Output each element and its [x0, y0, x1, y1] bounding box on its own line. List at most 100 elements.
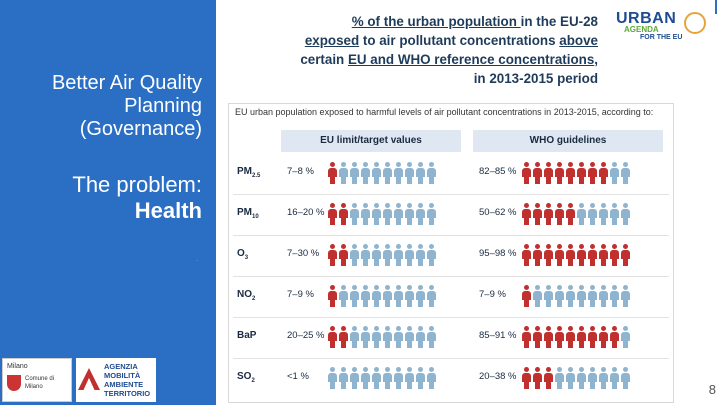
column-header-eu: EU limit/target values	[281, 130, 461, 152]
pollutant-label: SO2	[237, 371, 255, 384]
person-icon	[371, 162, 381, 184]
person-icon	[393, 244, 403, 266]
person-exposed-icon	[543, 326, 553, 348]
who-percentage: 7–9 %	[479, 289, 506, 300]
problem-prefix: The problem:	[72, 172, 202, 197]
person-icon	[576, 203, 586, 225]
person-exposed-icon	[554, 244, 564, 266]
person-exposed-icon	[521, 326, 531, 348]
amat-logo: AGENZIA MOBILITÀ AMBIENTE TERRITORIO	[76, 358, 156, 402]
headline: % of the urban population in the EU-28 e…	[300, 12, 598, 88]
person-exposed-icon	[576, 244, 586, 266]
person-icon	[426, 162, 436, 184]
person-icon	[620, 203, 630, 225]
person-exposed-icon	[543, 162, 553, 184]
person-icon	[426, 203, 436, 225]
person-exposed-icon	[338, 244, 348, 266]
person-exposed-icon	[327, 285, 337, 307]
pollutant-row: O3 7–30 % 95–98 %	[233, 238, 669, 272]
person-icon	[371, 367, 381, 389]
pollutant-label: BaP	[237, 330, 256, 343]
person-icon	[360, 285, 370, 307]
person-exposed-icon	[532, 367, 542, 389]
person-icon	[598, 367, 608, 389]
left-panel: Better Air Quality Planning (Governance)…	[0, 0, 216, 405]
who-people-group	[521, 162, 631, 184]
person-icon	[565, 367, 575, 389]
figure-caption: EU urban population exposed to harmful l…	[235, 107, 654, 117]
person-icon	[404, 244, 414, 266]
person-icon	[565, 285, 575, 307]
person-exposed-icon	[565, 162, 575, 184]
person-icon	[620, 285, 630, 307]
person-icon	[415, 162, 425, 184]
person-icon	[426, 244, 436, 266]
person-icon	[598, 203, 608, 225]
person-exposed-icon	[327, 244, 337, 266]
person-icon	[393, 203, 403, 225]
person-icon	[576, 285, 586, 307]
urban-agenda-logo: URBAN AGENDA FOR THE EU	[610, 10, 710, 46]
pollutant-row: BaP 20–25 % 85–91 %	[233, 320, 669, 354]
who-people-group	[521, 326, 631, 348]
person-exposed-icon	[521, 244, 531, 266]
row-divider	[233, 194, 669, 195]
brand-eu: FOR THE EU	[640, 34, 683, 41]
person-exposed-icon	[554, 326, 564, 348]
person-icon	[360, 203, 370, 225]
brand-sub: AGENDA	[624, 25, 659, 34]
eu-people-group	[327, 326, 437, 348]
person-icon	[609, 367, 619, 389]
person-icon	[426, 326, 436, 348]
pollutant-name: PM	[237, 166, 252, 177]
person-icon	[338, 367, 348, 389]
person-icon	[532, 285, 542, 307]
person-icon	[371, 203, 381, 225]
person-exposed-icon	[543, 367, 553, 389]
person-icon	[382, 326, 392, 348]
person-exposed-icon	[338, 203, 348, 225]
person-exposed-icon	[609, 244, 619, 266]
pollutant-label: NO2	[237, 289, 255, 302]
pollutant-row: NO2 7–9 % 7–9 %	[233, 279, 669, 313]
person-icon	[371, 285, 381, 307]
person-icon	[598, 285, 608, 307]
person-exposed-icon	[598, 244, 608, 266]
eu-percentage: 20–25 %	[287, 330, 325, 341]
eu-percentage: 7–9 %	[287, 289, 314, 300]
headline-part: certain	[300, 52, 348, 67]
pollutant-subscript: 2	[251, 378, 255, 384]
person-icon	[620, 162, 630, 184]
person-icon	[371, 244, 381, 266]
amat-mark-icon	[78, 368, 100, 390]
headline-part: to air pollutant concentrations	[359, 33, 560, 48]
person-icon	[404, 285, 414, 307]
person-exposed-icon	[598, 326, 608, 348]
headline-part: exposed	[304, 33, 360, 48]
person-icon	[609, 285, 619, 307]
person-exposed-icon	[587, 162, 597, 184]
pollutant-label: PM2.5	[237, 166, 260, 179]
headline-part: , in 2013-2015 period	[473, 52, 598, 86]
person-icon	[543, 285, 553, 307]
who-people-group	[521, 203, 631, 225]
pollutant-row: PM10 16–20 % 50–62 %	[233, 197, 669, 231]
person-exposed-icon	[521, 285, 531, 307]
person-exposed-icon	[532, 244, 542, 266]
eu-percentage: 7–8 %	[287, 166, 314, 177]
person-icon	[393, 326, 403, 348]
eu-percentage: 7–30 %	[287, 248, 320, 259]
person-exposed-icon	[576, 326, 586, 348]
person-icon	[404, 203, 414, 225]
eu-people-group	[327, 162, 437, 184]
person-exposed-icon	[620, 244, 630, 266]
person-icon	[371, 326, 381, 348]
row-divider	[233, 276, 669, 277]
person-exposed-icon	[543, 203, 553, 225]
person-icon	[382, 203, 392, 225]
person-icon	[349, 326, 359, 348]
person-icon	[382, 244, 392, 266]
row-divider	[233, 358, 669, 359]
person-icon	[587, 203, 597, 225]
problem-topic: Health	[134, 198, 202, 223]
